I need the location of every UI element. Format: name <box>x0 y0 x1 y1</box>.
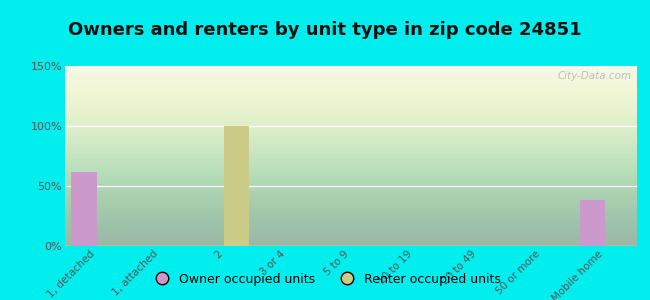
Text: Owners and renters by unit type in zip code 24851: Owners and renters by unit type in zip c… <box>68 21 582 39</box>
Bar <box>580 200 605 246</box>
Bar <box>224 126 250 246</box>
Text: City-Data.com: City-Data.com <box>557 71 631 81</box>
Legend: Owner occupied units, Renter occupied units: Owner occupied units, Renter occupied un… <box>144 268 506 291</box>
Bar <box>72 172 97 246</box>
